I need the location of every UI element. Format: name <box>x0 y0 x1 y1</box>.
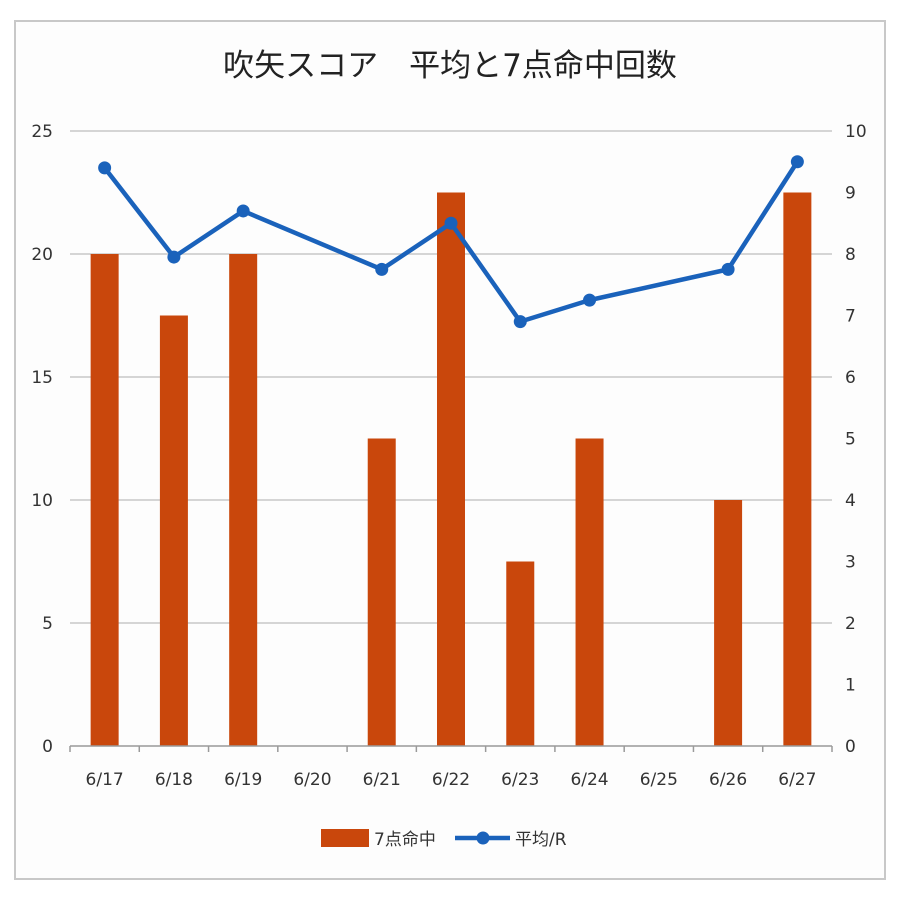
x-tick-label: 6/25 <box>640 770 678 790</box>
y-right-tick-label: 7 <box>845 307 856 327</box>
y-left-tick-label: 10 <box>31 491 53 511</box>
point <box>375 262 389 276</box>
x-tick-label: 6/26 <box>709 770 747 790</box>
x-tick-label: 6/27 <box>778 770 816 790</box>
y-right-tick-label: 0 <box>845 737 856 757</box>
point <box>98 161 112 175</box>
y-right-tick-label: 6 <box>845 368 856 388</box>
x-tick-label: 6/23 <box>501 770 539 790</box>
y-left-tick-label: 20 <box>31 245 53 265</box>
x-tick-label: 6/21 <box>363 770 401 790</box>
bar <box>506 561 535 746</box>
point <box>167 250 181 264</box>
legend-label: 平均/R <box>515 830 567 850</box>
chart-title: 吹矢スコア 平均と7点命中回数 <box>223 48 677 84</box>
point <box>583 293 597 307</box>
bar <box>783 192 812 746</box>
y-left-tick-label: 0 <box>42 737 53 757</box>
y-left-tick-label: 15 <box>31 368 53 388</box>
bar <box>90 254 119 746</box>
point <box>444 216 458 230</box>
y-right-tick-label: 1 <box>845 676 856 696</box>
bar <box>437 192 465 746</box>
legend-point-swatch <box>476 831 490 845</box>
y-right-tick-label: 5 <box>845 430 856 450</box>
legend: 7点命中 平均/R <box>321 829 567 850</box>
y-right-tick-label: 2 <box>845 614 856 634</box>
y-left-tick-label: 25 <box>31 122 53 142</box>
line-series <box>98 155 804 329</box>
bar <box>159 315 188 746</box>
legend-bar-swatch <box>321 829 369 847</box>
point <box>790 155 804 169</box>
point <box>236 204 250 218</box>
x-tick-label: 6/18 <box>155 770 193 790</box>
y-right-tick-label: 8 <box>845 245 856 265</box>
axes: 0 5 10 15 20 25 0 1 2 3 4 5 6 7 8 9 10 6/17 6/18 6/19 6/20 6/… <box>31 122 866 790</box>
point <box>513 315 527 329</box>
bar-series <box>90 192 812 746</box>
x-tick-label: 6/19 <box>224 770 262 790</box>
bar <box>367 438 396 746</box>
point <box>721 262 735 276</box>
y-left-tick-label: 5 <box>42 614 53 634</box>
x-tick-label: 6/24 <box>570 770 608 790</box>
bar <box>229 254 258 746</box>
legend-label: 7点命中 <box>374 830 436 850</box>
x-tick-label: 6/17 <box>86 770 124 790</box>
bar <box>575 438 604 746</box>
y-right-tick-label: 4 <box>845 491 856 511</box>
bar <box>714 500 743 746</box>
y-right-tick-label: 3 <box>845 553 856 573</box>
x-tick-label: 6/22 <box>432 770 470 790</box>
y-right-tick-label: 10 <box>845 122 867 142</box>
x-tick-label: 6/20 <box>293 770 331 790</box>
y-right-tick-label: 9 <box>845 184 856 204</box>
